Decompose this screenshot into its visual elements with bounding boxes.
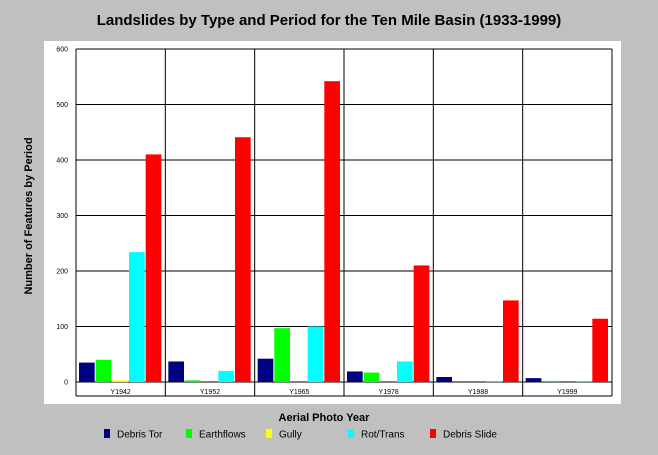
y-tick-label: 500 xyxy=(56,102,68,109)
bar-rot-trans-y1952 xyxy=(218,370,234,382)
x-category-label: Y1988 xyxy=(468,389,488,396)
bar-debris-slide-y1952 xyxy=(235,137,251,382)
x-category-label: Y1952 xyxy=(200,389,220,396)
bar-debris-slide-y1978 xyxy=(413,265,430,382)
y-tick-label: 300 xyxy=(56,213,68,220)
bar-debris-tor-y1978 xyxy=(347,371,363,382)
bar-earthflows-y1942 xyxy=(95,359,112,382)
x-category-label: Y1999 xyxy=(557,389,577,396)
x-category-label: Y1978 xyxy=(379,389,399,396)
x-axis-categories: Y1942 Y1952 Y1965 Y1978 Y1988 Y1999 xyxy=(111,389,578,396)
bar-debris-slide-y1999 xyxy=(592,318,608,382)
legend-label: Debris Slide xyxy=(443,430,497,441)
legend-item: Rot/Trans xyxy=(348,429,405,441)
bar-earthflows-y1952 xyxy=(185,380,201,382)
y-tick-label: 0 xyxy=(64,380,68,387)
bar-rot-trans-y1978 xyxy=(397,361,413,382)
bar-debris-slide-y1965 xyxy=(324,81,340,382)
legend-swatch xyxy=(266,429,272,438)
bar-rot-trans-y1942 xyxy=(129,252,145,382)
y-tick-label: 200 xyxy=(56,269,68,276)
legend-item: Earthflows xyxy=(186,429,246,441)
legend-swatch xyxy=(186,429,192,438)
bar-earthflows-y1978 xyxy=(363,372,380,382)
bar-debris-tor-y1999 xyxy=(525,378,542,382)
legend-swatch xyxy=(348,429,354,438)
legend-swatch xyxy=(430,429,436,438)
bar-debris-tor-y1952 xyxy=(168,361,184,382)
legend-label: Earthflows xyxy=(199,430,246,441)
y-tick-label: 400 xyxy=(56,158,68,165)
bar-gully-y1942 xyxy=(112,380,128,382)
legend-item: Gully xyxy=(266,429,302,441)
bar-debris-tor-y1942 xyxy=(79,362,95,382)
legend-item: Debris Slide xyxy=(430,429,497,441)
chart-title: Landslides by Type and Period for the Te… xyxy=(96,12,562,29)
legend-label: Rot/Trans xyxy=(361,430,405,441)
y-axis-title: Number of Features by Period xyxy=(23,137,35,294)
bar-earthflows-y1965 xyxy=(274,328,290,382)
bar-debris-slide-y1942 xyxy=(145,154,162,382)
grid xyxy=(75,48,613,397)
legend: Debris Tor Earthflows Gully Rot/Trans Debris… xyxy=(104,429,497,441)
legend-label: Debris Tor xyxy=(117,430,163,441)
y-axis-ticks: 0 100 200 300 400 500 600 xyxy=(56,47,68,387)
x-category-label: Y1965 xyxy=(289,389,309,396)
bar-debris-slide-y1988 xyxy=(503,300,519,382)
x-axis-title: Aerial Photo Year xyxy=(279,412,371,424)
y-tick-label: 100 xyxy=(56,324,68,331)
y-tick-label: 600 xyxy=(56,47,68,54)
bar-debris-tor-y1965 xyxy=(257,358,274,382)
bar-rot-trans-y1999 xyxy=(575,380,592,382)
x-category-label: Y1942 xyxy=(111,389,131,396)
legend-item: Debris Tor xyxy=(104,429,163,441)
bar-rot-trans-y1965 xyxy=(307,326,324,382)
bar-earthflows-y1999 xyxy=(542,380,558,382)
bar-debris-tor-y1988 xyxy=(436,377,452,382)
legend-swatch xyxy=(104,429,110,438)
legend-label: Gully xyxy=(279,430,302,441)
bars xyxy=(79,81,608,382)
bar-rot-trans-y1988 xyxy=(486,380,502,382)
